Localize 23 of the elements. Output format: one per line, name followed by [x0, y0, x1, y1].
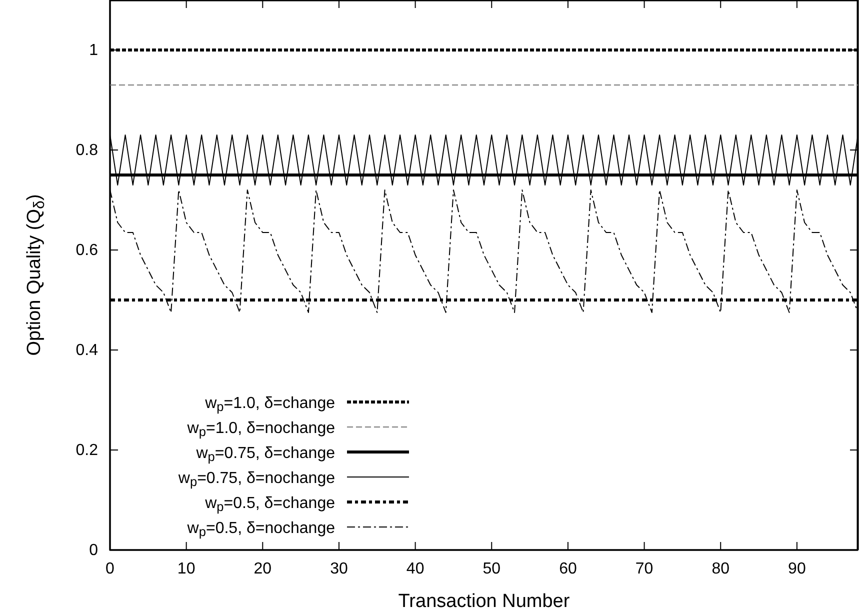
- y-tick-label: 1: [89, 42, 98, 60]
- x-tick-label: 60: [559, 560, 577, 578]
- y-tick-label: 0.2: [76, 442, 98, 460]
- x-tick-label: 80: [712, 560, 730, 578]
- x-tick-label: 20: [254, 560, 272, 578]
- x-tick-label: 30: [330, 560, 348, 578]
- y-tick-label: 0.4: [76, 342, 98, 360]
- legend-label: w$_{p}$=0.75, δ=change: [195, 445, 336, 464]
- legend-label: w$_{p}$=0.5, δ=nochange: [186, 520, 336, 540]
- x-tick-label: 90: [788, 560, 806, 578]
- legend-label: w$_{p}$=0.5, δ=change: [204, 495, 336, 514]
- legend-label: w$_{p}$=1.0, δ=change: [204, 395, 336, 414]
- legend-label: w$_{p}$=1.0, δ=nochange: [186, 420, 336, 440]
- y-tick-label: 0: [89, 542, 98, 560]
- x-tick-label: 0: [106, 560, 115, 578]
- y-tick-label: 0.8: [76, 142, 98, 160]
- x-tick-label: 40: [406, 560, 424, 578]
- y-tick-label: 0.6: [76, 242, 98, 260]
- x-axis-title: Transaction Number: [398, 591, 570, 612]
- x-tick-label: 10: [177, 560, 196, 578]
- x-tick-label: 50: [482, 560, 501, 578]
- legend-label: w$_{p}$=0.75, δ=nochange: [177, 470, 336, 490]
- x-tick-label: 70: [635, 560, 654, 578]
